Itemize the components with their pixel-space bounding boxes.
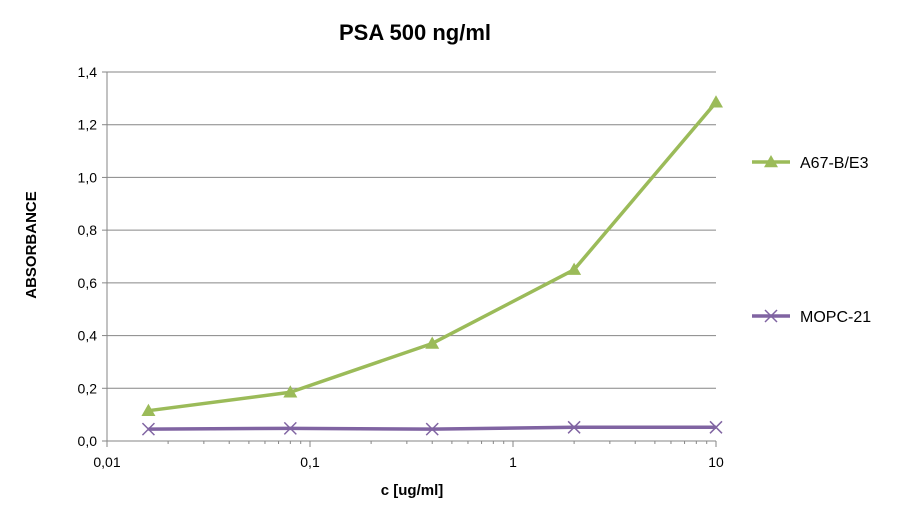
x-tick-labels: 0,01 0,1 1 10	[93, 454, 724, 470]
data-point	[141, 422, 155, 436]
gridlines	[107, 71, 716, 389]
legend-item: A67-B/E3	[752, 155, 869, 172]
x-tick-label: 0,01	[93, 454, 120, 470]
y-tick-label: 1,0	[78, 169, 98, 185]
legend: A67-B/E3 MOPC-21	[752, 155, 871, 326]
data-point	[425, 336, 440, 349]
data-point	[141, 403, 156, 416]
y-tick-label: 1,2	[78, 117, 98, 133]
data-point	[567, 420, 581, 434]
series-layer	[141, 95, 723, 436]
y-tick-label: 0,6	[78, 275, 98, 291]
data-point	[709, 95, 723, 108]
legend-marker	[764, 155, 778, 168]
data-point	[283, 385, 298, 398]
data-point	[283, 421, 297, 435]
legend-label: MOPC-21	[800, 309, 871, 326]
x-tick-label: 0,1	[300, 454, 320, 470]
series-line-0	[148, 101, 718, 413]
y-tick-label: 0,4	[78, 328, 98, 344]
y-tick-labels: 0,0 0,2 0,4 0,6 0,8 1,0 1,2 1,4	[78, 64, 98, 449]
y-tick-label: 0,2	[78, 380, 98, 396]
chart-title: PSA 500 ng/ml	[339, 20, 491, 45]
y-tick-label: 0,8	[78, 222, 98, 238]
x-tick-label: 1	[509, 454, 517, 470]
data-point	[425, 422, 439, 436]
axes	[102, 71, 717, 447]
data-point	[567, 262, 582, 275]
x-axis-title: c [ug/ml]	[381, 482, 444, 499]
legend-item: MOPC-21	[752, 309, 871, 326]
x-tick-label: 10	[708, 454, 724, 470]
legend-label: A67-B/E3	[800, 155, 869, 172]
y-tick-label: 0,0	[78, 433, 98, 449]
y-tick-label: 1,4	[78, 64, 98, 80]
data-point	[709, 420, 723, 434]
y-axis-title: ABSORBANCE	[23, 191, 40, 299]
legend-marker	[764, 309, 778, 323]
